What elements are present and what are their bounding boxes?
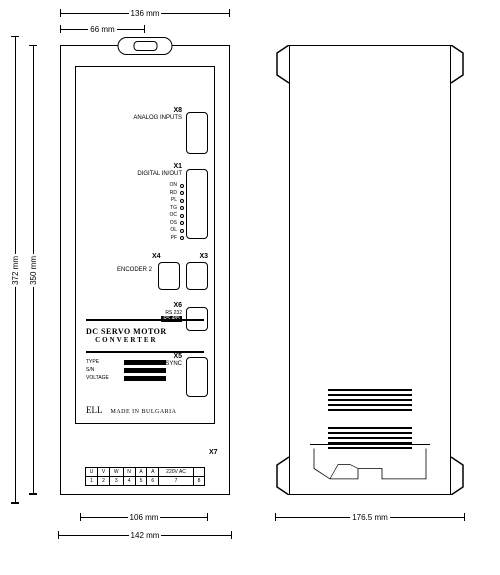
label-x7: X7 xyxy=(209,449,218,456)
connector-x3 xyxy=(186,262,208,290)
dim-top-outer: 136 mm xyxy=(60,6,230,20)
product-title: DC SERVO MOTOR CONVERTER xyxy=(86,327,167,344)
dim-top-inner: 66 mm xyxy=(60,22,145,36)
side-foot xyxy=(310,444,430,484)
label-x4-x3: X4 X3 xyxy=(152,253,208,261)
flange-left xyxy=(275,45,289,495)
terminal-table: UVWNAA220V AC 12345678 xyxy=(85,467,205,486)
connector-x8 xyxy=(186,112,208,154)
terminal-block: UVWNAA220V AC 12345678 xyxy=(85,467,205,486)
dim-bot-142: 142 mm xyxy=(58,528,232,542)
connector-x1 xyxy=(186,169,208,239)
label-encoder: ENCODER 2 xyxy=(117,267,152,274)
front-panel: X8ANALOG INPUTS X1DIGITAL IN/OUT ONRDPLT… xyxy=(75,66,215,424)
flange-right xyxy=(451,45,465,495)
dim-bot-106: 106 mm xyxy=(80,510,208,524)
dim-side-width: 176.5 mm xyxy=(275,510,465,524)
brand: ELLMADE IN BULGARIA xyxy=(86,405,177,415)
divider-top xyxy=(86,319,204,321)
label-x8: X8ANALOG INPUTS xyxy=(133,107,182,121)
label-x1: X1DIGITAL IN/OUT xyxy=(137,163,182,177)
side-body xyxy=(289,45,451,495)
dim-height-372: 372 mm xyxy=(8,36,22,504)
info-block: TYPES/NVOLTAGE xyxy=(86,357,166,383)
side-foot-outline xyxy=(310,445,430,484)
dim-height-350: 350 mm xyxy=(26,45,40,495)
connector-x4 xyxy=(158,262,180,290)
connector-x5 xyxy=(186,357,208,397)
vents-top xyxy=(320,386,420,414)
front-view: X8ANALOG INPUTS X1DIGITAL IN/OUT ONRDPLT… xyxy=(60,45,230,495)
led-indicators: ONRDPLTGOCOSOLPF xyxy=(170,182,185,242)
mount-hole-top xyxy=(118,37,173,55)
side-view xyxy=(275,45,465,495)
